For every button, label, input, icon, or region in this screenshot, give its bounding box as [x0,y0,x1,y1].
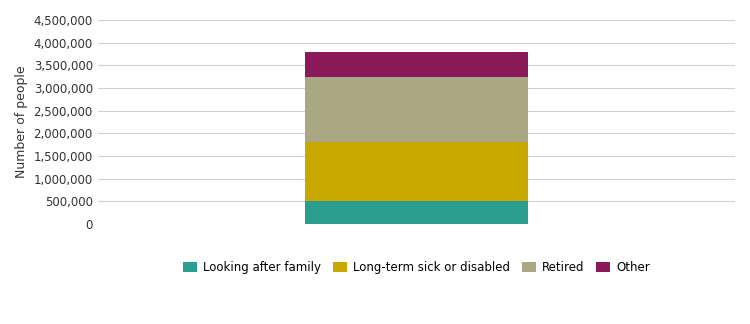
Bar [304,142,528,201]
Bar [304,52,528,77]
Y-axis label: Number of people: Number of people [15,66,28,178]
Bar [304,77,528,142]
Legend: Looking after family, Long-term sick or disabled, Retired, Other: Looking after family, Long-term sick or … [178,257,655,279]
Bar [304,201,528,224]
